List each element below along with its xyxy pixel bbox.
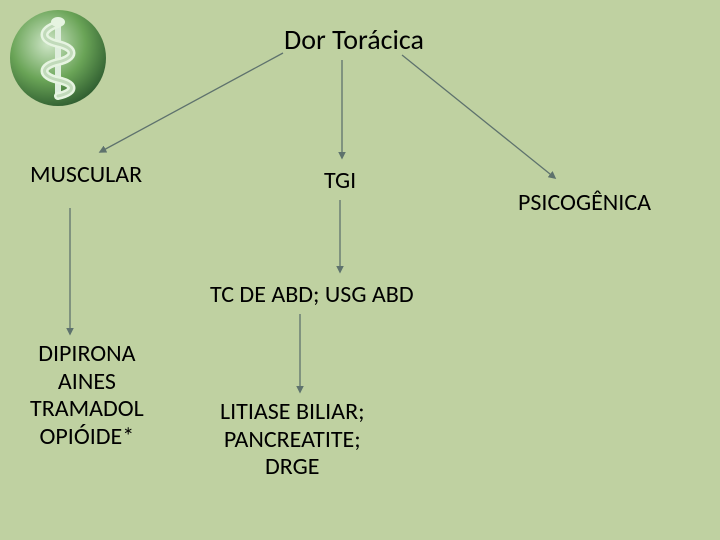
medical-staff-logo: [0, 0, 116, 116]
node-dx: LITIASE BILIAR; PANCREATITE; DRGE: [220, 398, 365, 481]
node-tc-abd: TC DE ABD; USG ABD: [210, 280, 414, 309]
node-muscular: MUSCULAR: [30, 160, 142, 189]
title-dor-toracica: Dor Torácica: [284, 22, 424, 57]
title-to-muscular: [100, 53, 283, 152]
node-psicogenica: PSICOGÊNICA: [518, 188, 651, 217]
title-to-psico: [402, 55, 555, 178]
node-tgi: TGI: [324, 166, 356, 195]
node-meds: DIPIRONA AINES TRAMADOL OPIÓIDE*: [30, 340, 144, 450]
